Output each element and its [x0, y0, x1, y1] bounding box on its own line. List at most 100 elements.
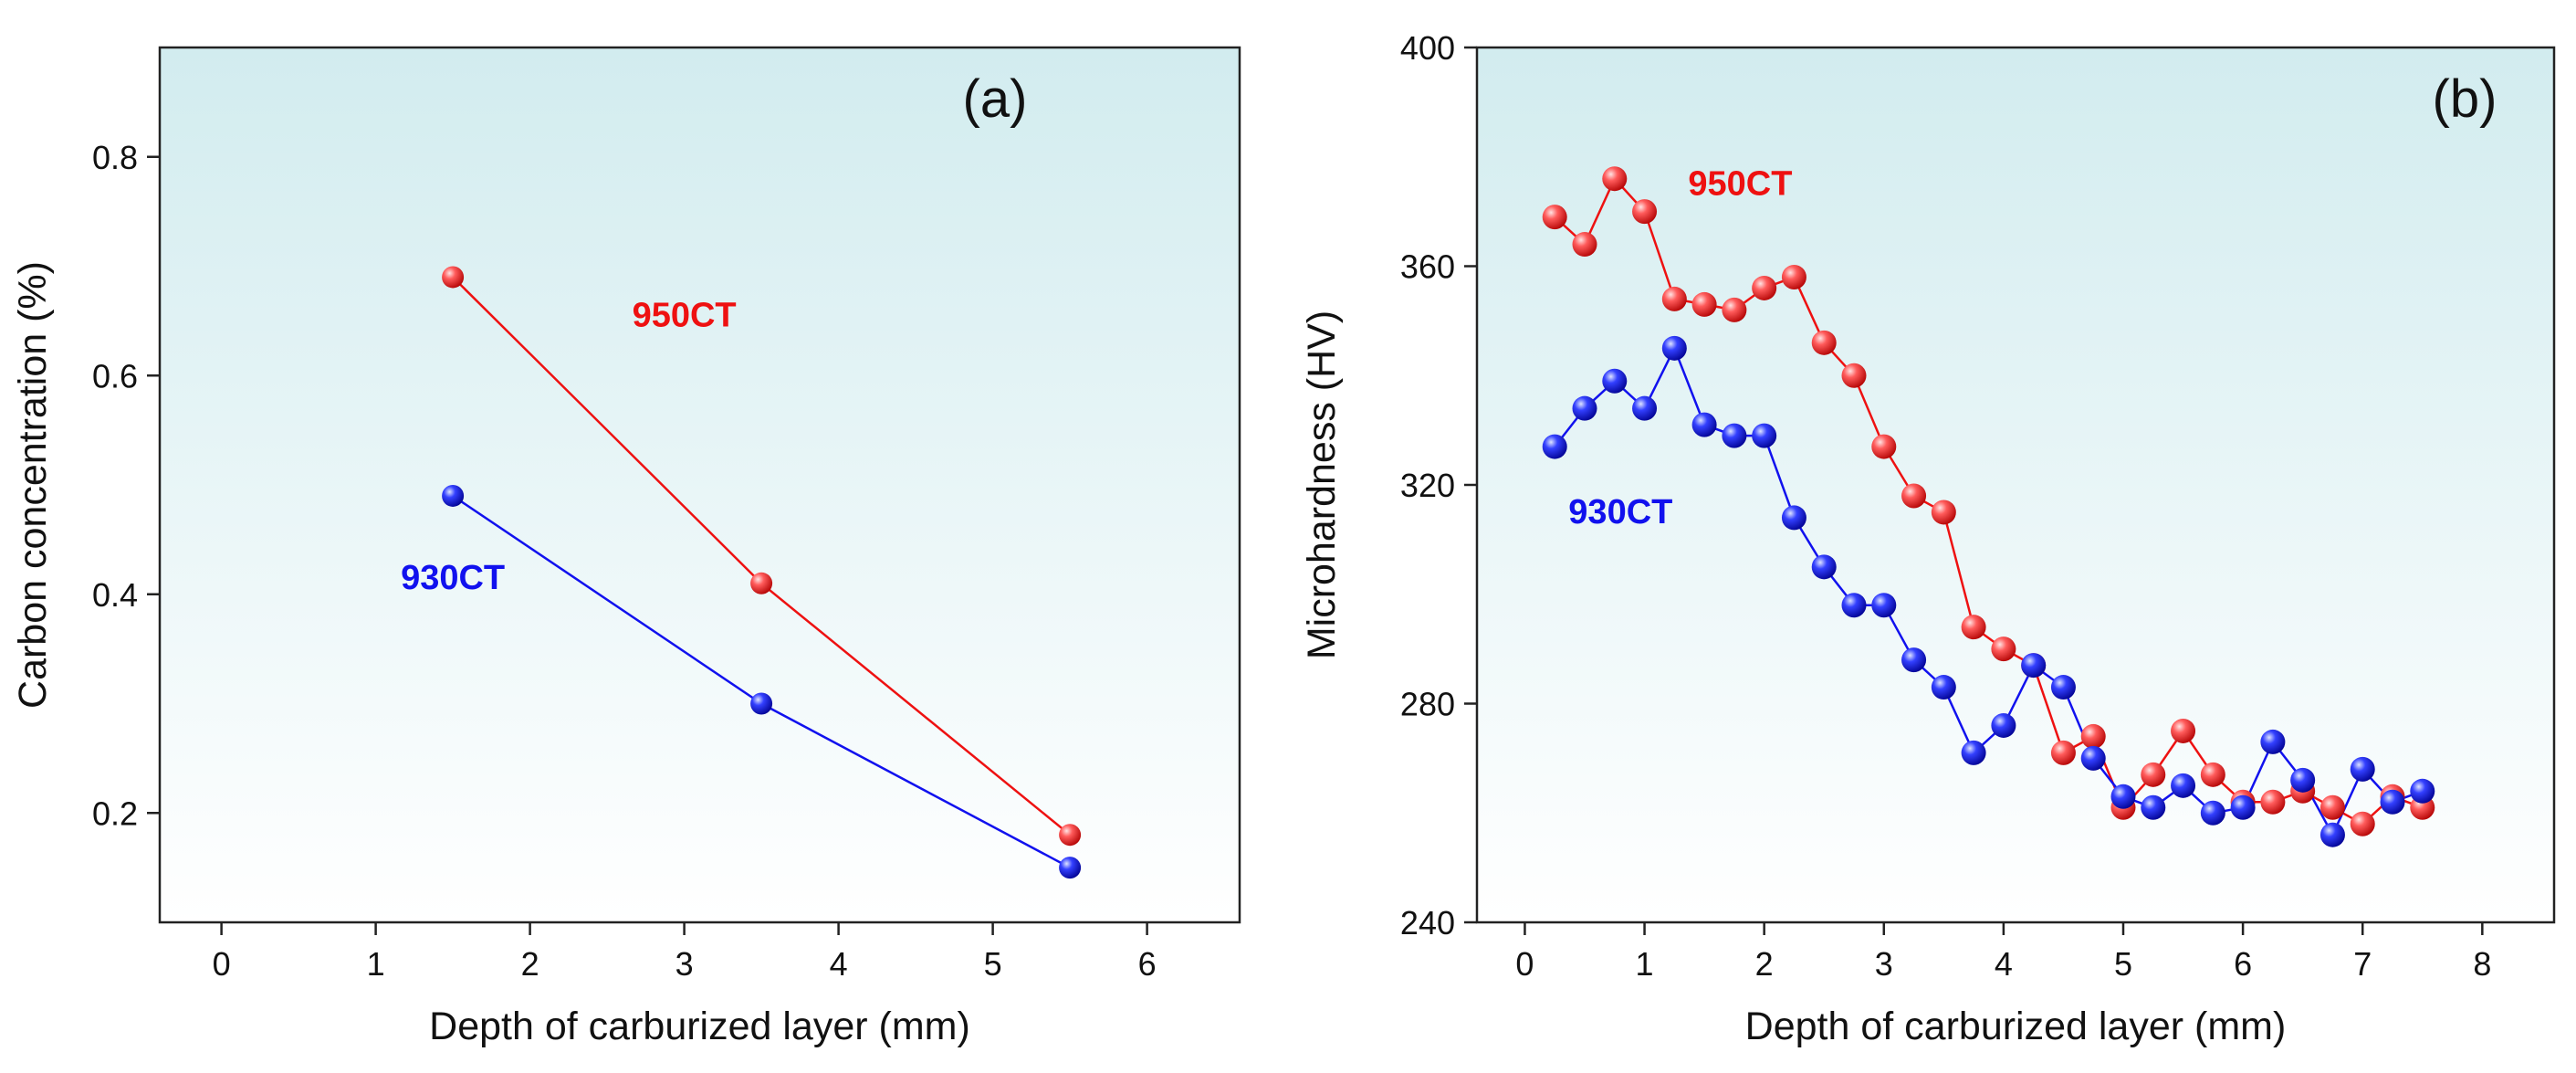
- x-tick-label-a-5: 5: [984, 945, 1002, 983]
- data-point-b-950CT-24: [2260, 789, 2286, 815]
- data-point-b-950CT-13: [1931, 500, 1956, 525]
- data-point-b-930CT-23: [2230, 794, 2256, 820]
- data-point-b-930CT-17: [2050, 675, 2076, 700]
- x-tick-label-a-4: 4: [830, 945, 848, 983]
- data-point-b-950CT-11: [1871, 434, 1897, 459]
- x-tick-label-b-7: 7: [2353, 945, 2372, 983]
- data-point-b-950CT-1: [1572, 232, 1597, 258]
- y-tick-label-a-3: 0.8: [92, 139, 138, 176]
- y-tick-label-b-0: 240: [1400, 904, 1455, 942]
- data-point-b-950CT-18: [2080, 723, 2106, 749]
- plot-frame-a: [158, 46, 1241, 924]
- x-tick-label-a-0: 0: [213, 945, 231, 983]
- data-point-b-950CT-8: [1781, 264, 1806, 289]
- data-point-b-930CT-8: [1781, 505, 1806, 531]
- data-point-b-930CT-13: [1931, 675, 1956, 700]
- data-point-b-930CT-2: [1602, 368, 1628, 394]
- data-point-b-930CT-21: [2171, 773, 2196, 798]
- data-point-b-950CT-0: [1542, 205, 1567, 230]
- data-point-b-930CT-19: [2110, 784, 2136, 809]
- y-tick-label-b-4: 400: [1400, 29, 1455, 67]
- data-point-b-930CT-14: [1961, 740, 1986, 765]
- data-point-b-950CT-17: [2050, 740, 2076, 765]
- data-point-b-930CT-0: [1542, 434, 1567, 459]
- series-annotation-b-0: 950CT: [1688, 165, 1792, 204]
- x-tick-label-a-3: 3: [675, 945, 694, 983]
- x-tick-label-a-1: 1: [367, 945, 385, 983]
- data-point-b-930CT-26: [2319, 822, 2345, 847]
- x-tick-label-b-8: 8: [2473, 945, 2491, 983]
- y-tick-label-a-1: 0.4: [92, 576, 138, 614]
- x-tick-label-b-2: 2: [1755, 945, 1774, 983]
- data-point-b-930CT-15: [1991, 712, 2016, 738]
- plot-frame-b: [1475, 46, 2556, 924]
- panel-b: 0 1 2 3 4 5 6 7 8 240 280 320 360 400 950CT 930CT (b) Dep…: [1300, 29, 2556, 1048]
- y-tick-label-a-0: 0.2: [92, 794, 138, 832]
- data-point-b-950CT-4: [1661, 286, 1687, 311]
- x-tick-label-b-1: 1: [1636, 945, 1654, 983]
- data-point-b-950CT-9: [1811, 330, 1837, 355]
- data-point-b-930CT-7: [1752, 423, 1777, 448]
- data-point-b-930CT-3: [1632, 395, 1658, 421]
- panel-label-a: (a): [963, 69, 1028, 129]
- data-point-a-930CT-0: [442, 484, 465, 507]
- data-point-b-950CT-6: [1722, 297, 1747, 322]
- series-annotation-a-1: 930CT: [401, 559, 505, 597]
- y-tick-label-b-1: 280: [1400, 686, 1455, 723]
- data-point-b-950CT-12: [1901, 483, 1927, 509]
- data-point-b-930CT-11: [1871, 593, 1897, 618]
- data-point-b-950CT-2: [1602, 166, 1628, 192]
- series-annotation-a-0: 950CT: [633, 296, 737, 334]
- data-point-b-930CT-18: [2080, 745, 2106, 771]
- x-tick-label-b-4: 4: [1995, 945, 2013, 983]
- data-point-b-930CT-20: [2141, 794, 2166, 820]
- y-axis-label-b: Microhardness (HV): [1300, 310, 1344, 659]
- data-point-b-930CT-4: [1661, 335, 1687, 361]
- data-point-b-930CT-24: [2260, 729, 2286, 754]
- x-tick-label-b-0: 0: [1515, 945, 1534, 983]
- data-point-b-930CT-28: [2380, 789, 2405, 815]
- data-point-b-930CT-6: [1722, 423, 1747, 448]
- y-tick-label-b-3: 360: [1400, 248, 1455, 286]
- series-annotation-b-1: 930CT: [1568, 493, 1672, 531]
- x-tick-label-b-6: 6: [2234, 945, 2252, 983]
- plot-area-a: [160, 47, 1240, 922]
- data-point-b-950CT-14: [1961, 615, 1986, 640]
- data-point-b-930CT-27: [2350, 756, 2375, 782]
- data-point-a-950CT-2: [1059, 824, 1082, 847]
- data-point-a-950CT-0: [442, 266, 465, 289]
- data-point-b-930CT-25: [2290, 767, 2316, 793]
- data-point-b-950CT-20: [2141, 762, 2166, 787]
- x-tick-label-a-2: 2: [521, 945, 539, 983]
- x-axis-label-a: Depth of carburized layer (mm): [429, 1005, 970, 1048]
- data-point-b-950CT-15: [1991, 636, 2016, 662]
- panel-label-b: (b): [2433, 69, 2497, 129]
- data-point-a-930CT-1: [750, 692, 773, 715]
- data-point-b-930CT-12: [1901, 647, 1927, 673]
- data-point-b-950CT-21: [2171, 718, 2196, 743]
- x-tick-label-a-6: 6: [1138, 945, 1157, 983]
- data-point-a-930CT-2: [1059, 857, 1082, 879]
- data-point-b-930CT-1: [1572, 395, 1597, 421]
- y-tick-label-b-2: 320: [1400, 467, 1455, 504]
- x-axis-label-b: Depth of carburized layer (mm): [1745, 1005, 2287, 1048]
- y-axis-label-a: Carbon concentration (%): [11, 261, 55, 709]
- plot-area-b: [1477, 47, 2554, 922]
- x-tick-label-b-3: 3: [1875, 945, 1893, 983]
- data-point-b-930CT-29: [2410, 778, 2435, 804]
- data-point-b-950CT-27: [2350, 811, 2375, 836]
- data-point-b-930CT-22: [2200, 800, 2225, 826]
- data-point-b-950CT-3: [1632, 199, 1658, 225]
- data-point-b-950CT-22: [2200, 762, 2225, 787]
- x-tick-label-b-5: 5: [2114, 945, 2132, 983]
- data-point-b-950CT-7: [1752, 275, 1777, 300]
- data-point-b-930CT-16: [2021, 653, 2047, 679]
- data-point-b-950CT-5: [1691, 291, 1717, 317]
- y-tick-label-a-2: 0.6: [92, 357, 138, 394]
- data-point-a-950CT-1: [750, 572, 773, 594]
- data-point-b-950CT-26: [2319, 794, 2345, 820]
- panel-a: 0 1 2 3 4 5 6 0.2 0.4 0.6 0.8 950CT 930CT (a) Depth of…: [11, 46, 1241, 1048]
- data-point-b-930CT-10: [1841, 593, 1867, 618]
